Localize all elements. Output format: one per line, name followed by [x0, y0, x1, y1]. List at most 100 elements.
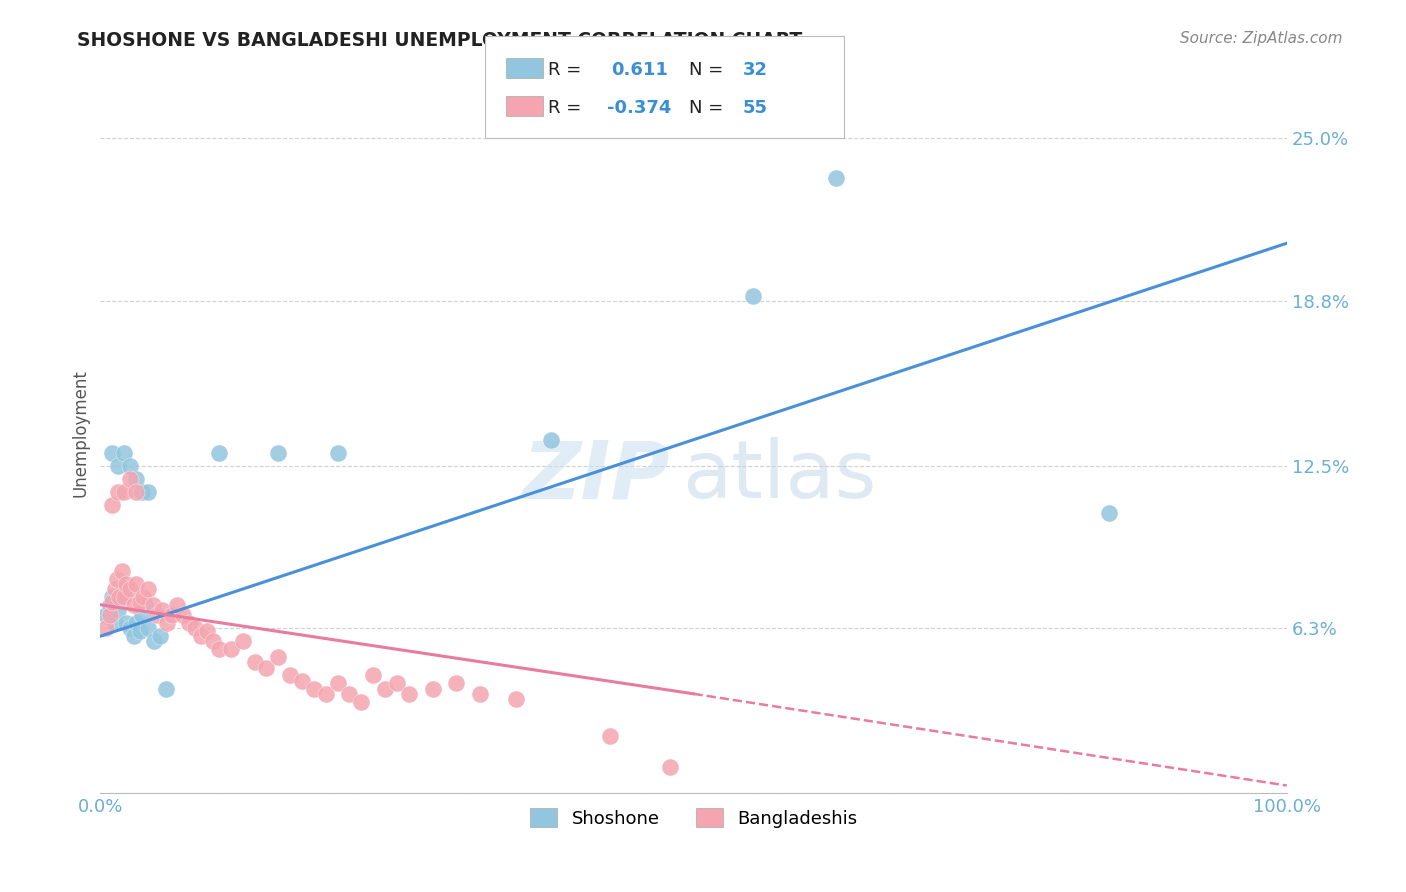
- Point: [361, 668, 384, 682]
- Point: [118, 621, 141, 635]
- Text: Source: ZipAtlas.com: Source: ZipAtlas.com: [1180, 31, 1343, 46]
- Point: [160, 608, 183, 623]
- Point: [128, 624, 150, 638]
- Point: [446, 676, 468, 690]
- Point: [326, 446, 349, 460]
- Text: 0.611: 0.611: [612, 62, 668, 79]
- Point: [111, 590, 134, 604]
- Point: [98, 598, 121, 612]
- Point: [128, 595, 150, 609]
- Point: [112, 582, 135, 596]
- Point: [118, 458, 141, 473]
- Text: -0.374: -0.374: [607, 99, 672, 117]
- Point: [190, 629, 212, 643]
- Y-axis label: Unemployment: Unemployment: [72, 369, 89, 497]
- Point: [315, 687, 337, 701]
- Point: [540, 433, 562, 447]
- Point: [741, 288, 763, 302]
- Point: [134, 598, 156, 612]
- Point: [374, 681, 396, 696]
- Point: [267, 650, 290, 665]
- Point: [658, 760, 681, 774]
- Point: [125, 485, 148, 500]
- Point: [291, 673, 314, 688]
- Point: [156, 616, 179, 631]
- Point: [326, 676, 349, 690]
- Point: [146, 608, 169, 623]
- Point: [112, 485, 135, 500]
- Point: [141, 598, 163, 612]
- Point: [195, 624, 218, 638]
- Point: [350, 695, 373, 709]
- Point: [142, 634, 165, 648]
- Point: [101, 590, 124, 604]
- Point: [101, 595, 124, 609]
- Point: [339, 687, 361, 701]
- Point: [136, 485, 159, 500]
- Point: [208, 446, 231, 460]
- Point: [103, 616, 125, 631]
- Point: [302, 681, 325, 696]
- Point: [112, 446, 135, 460]
- Point: [108, 590, 131, 604]
- Text: ZIP: ZIP: [523, 437, 669, 516]
- Point: [122, 598, 145, 612]
- Point: [468, 687, 491, 701]
- Point: [115, 616, 138, 631]
- Point: [107, 485, 129, 500]
- Point: [122, 629, 145, 643]
- Point: [150, 603, 173, 617]
- Point: [103, 582, 125, 596]
- Point: [599, 729, 621, 743]
- Text: 55: 55: [742, 99, 768, 117]
- Text: R =: R =: [548, 62, 582, 79]
- Point: [398, 687, 420, 701]
- Point: [256, 660, 278, 674]
- Point: [107, 458, 129, 473]
- Point: [243, 656, 266, 670]
- Point: [219, 642, 242, 657]
- Text: atlas: atlas: [682, 437, 876, 516]
- Point: [132, 590, 155, 604]
- Point: [232, 634, 254, 648]
- Point: [1098, 506, 1121, 520]
- Point: [131, 608, 153, 623]
- Point: [125, 576, 148, 591]
- Text: N =: N =: [689, 62, 723, 79]
- Point: [112, 590, 135, 604]
- Text: 32: 32: [742, 62, 768, 79]
- Point: [101, 446, 124, 460]
- Point: [202, 634, 225, 648]
- Point: [96, 608, 118, 623]
- Point: [505, 692, 527, 706]
- Point: [105, 572, 128, 586]
- Point: [98, 608, 121, 623]
- Point: [208, 642, 231, 657]
- Text: N =: N =: [689, 99, 723, 117]
- Point: [385, 676, 408, 690]
- Point: [278, 668, 301, 682]
- Point: [172, 608, 194, 623]
- Point: [107, 603, 129, 617]
- Point: [118, 582, 141, 596]
- Point: [179, 616, 201, 631]
- Text: R =: R =: [548, 99, 582, 117]
- Point: [166, 598, 188, 612]
- Point: [184, 621, 207, 635]
- Point: [115, 576, 138, 591]
- Point: [111, 564, 134, 578]
- Point: [96, 621, 118, 635]
- Point: [149, 629, 172, 643]
- Point: [422, 681, 444, 696]
- Legend: Shoshone, Bangladeshis: Shoshone, Bangladeshis: [523, 801, 865, 835]
- Point: [125, 472, 148, 486]
- Point: [125, 616, 148, 631]
- Point: [267, 446, 290, 460]
- Point: [101, 498, 124, 512]
- Point: [136, 621, 159, 635]
- Point: [155, 681, 177, 696]
- Text: SHOSHONE VS BANGLADESHI UNEMPLOYMENT CORRELATION CHART: SHOSHONE VS BANGLADESHI UNEMPLOYMENT COR…: [77, 31, 803, 50]
- Point: [131, 485, 153, 500]
- Point: [118, 472, 141, 486]
- Point: [825, 170, 848, 185]
